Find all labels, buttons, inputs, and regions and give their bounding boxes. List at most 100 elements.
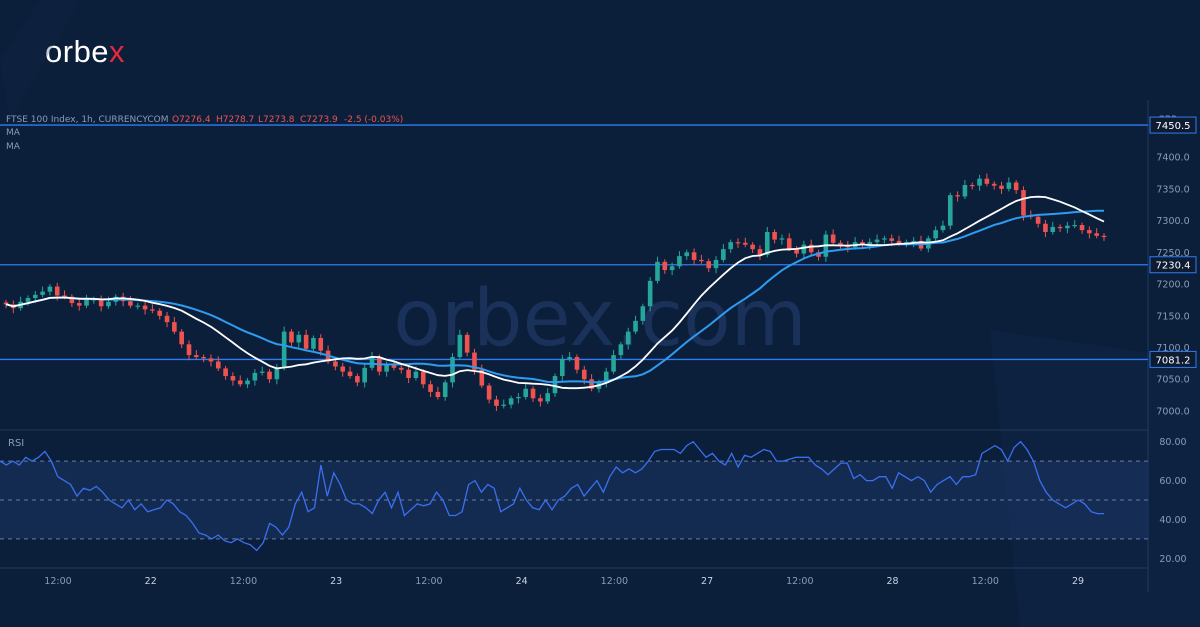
- ohlc-low: L7273.8: [258, 115, 295, 125]
- candle: [1079, 222, 1085, 234]
- candle: [1057, 224, 1063, 232]
- price-tick-label: 7200.0: [1156, 280, 1189, 291]
- price-tick-label: 7100.0: [1156, 343, 1189, 354]
- price-tick-label: 7350.0: [1156, 184, 1189, 195]
- candle: [1043, 219, 1048, 238]
- chart-header: FTSE 100 Index, 1h, CURRENCYCOM O7276.4 …: [6, 115, 1177, 152]
- candle: [991, 181, 997, 190]
- price-tick-label: 7050.0: [1156, 375, 1189, 386]
- candle: [457, 329, 463, 360]
- ma-fast-line: [5, 195, 1105, 390]
- candle: [625, 327, 631, 350]
- time-tick-label: 23: [330, 576, 342, 587]
- candle: [486, 383, 492, 404]
- watermark-text: orbex.com: [393, 274, 806, 364]
- candle: [735, 238, 741, 248]
- ma-label-2: MA: [6, 142, 21, 152]
- price-tick-label: 7300.0: [1156, 216, 1189, 227]
- candle: [179, 329, 184, 349]
- candle: [215, 356, 221, 371]
- candle: [1065, 221, 1070, 234]
- candle: [969, 182, 975, 190]
- candle: [406, 365, 411, 384]
- candle: [274, 364, 280, 385]
- candle: [874, 234, 880, 245]
- candle: [794, 245, 799, 258]
- candle: [311, 335, 316, 353]
- candle: [252, 369, 258, 386]
- candle: [194, 350, 199, 360]
- candle: [508, 395, 514, 409]
- candle: [40, 286, 45, 298]
- price-tick-label: 7250.0: [1156, 248, 1189, 259]
- candle: [728, 239, 733, 253]
- level-lines: [0, 124, 1148, 361]
- candle: [706, 258, 712, 272]
- time-tick-label: 12:00: [786, 576, 813, 587]
- rsi-tick-label: 80.00: [1159, 437, 1186, 448]
- price-tick-label: 7400.0: [1156, 153, 1189, 164]
- level-tag: 7081.2: [1149, 350, 1197, 368]
- candle: [669, 262, 675, 276]
- candle: [186, 340, 192, 361]
- candle: [933, 226, 938, 244]
- candle: [84, 294, 89, 309]
- candle: [838, 240, 843, 249]
- candle: [340, 362, 346, 377]
- candle: [428, 380, 433, 397]
- candle: [435, 386, 441, 400]
- ma-slow-line: [5, 209, 1105, 384]
- candle: [816, 249, 821, 261]
- time-tick-label: 27: [701, 576, 713, 587]
- ma-label-1: MA: [6, 128, 21, 138]
- candle: [691, 248, 697, 265]
- candle: [786, 233, 792, 252]
- time-axis: 12:00 22 12:00 23 12:00 24 12:00 27 12:00 28 12:00…: [44, 576, 1084, 587]
- symbol-title: FTSE 100 Index, 1h, CURRENCYCOM: [6, 115, 169, 125]
- candle: [47, 284, 53, 296]
- candle: [172, 317, 177, 335]
- candle: [830, 229, 836, 246]
- candle: [757, 245, 763, 260]
- level-value: 7450.5: [1156, 121, 1191, 132]
- ohlc-high: H7278.7: [216, 115, 254, 125]
- candle: [296, 331, 302, 348]
- candle: [962, 179, 968, 199]
- candle: [977, 174, 982, 191]
- candle: [150, 304, 155, 314]
- candle: [237, 375, 243, 387]
- rsi-line: [0, 440, 1104, 552]
- level-tag: 7230.4: [1149, 256, 1197, 274]
- candle: [420, 369, 426, 389]
- price-tick-label: 7000.0: [1156, 406, 1189, 417]
- level-tag: 7450.5: [1149, 116, 1197, 134]
- candle: [464, 332, 470, 357]
- candle: [223, 365, 228, 380]
- candle: [303, 329, 309, 352]
- rsi-tick-label: 40.00: [1159, 515, 1186, 526]
- candle: [721, 244, 726, 263]
- candle: [574, 354, 580, 374]
- candle: [955, 191, 960, 202]
- candle: [501, 399, 507, 409]
- time-tick-label: 22: [145, 576, 157, 587]
- candle: [3, 299, 9, 309]
- candle: [333, 358, 338, 371]
- candle: [1087, 226, 1092, 239]
- candle: [677, 251, 682, 269]
- candle: [281, 326, 287, 371]
- time-tick-label: 12:00: [230, 576, 257, 587]
- candle: [347, 366, 353, 379]
- price-axis: 7000.0 7050.0 7100.0 7150.0 7200.0 7250.0 7300…: [1156, 153, 1189, 418]
- candle: [618, 341, 624, 359]
- candle: [545, 388, 550, 404]
- candle: [157, 308, 163, 320]
- candle: [530, 386, 536, 403]
- candle: [538, 394, 543, 407]
- rsi-label: RSI: [8, 438, 24, 449]
- candle: [494, 395, 499, 411]
- time-tick-label: 24: [516, 576, 528, 587]
- ohlc-open: O7276.4: [172, 115, 211, 125]
